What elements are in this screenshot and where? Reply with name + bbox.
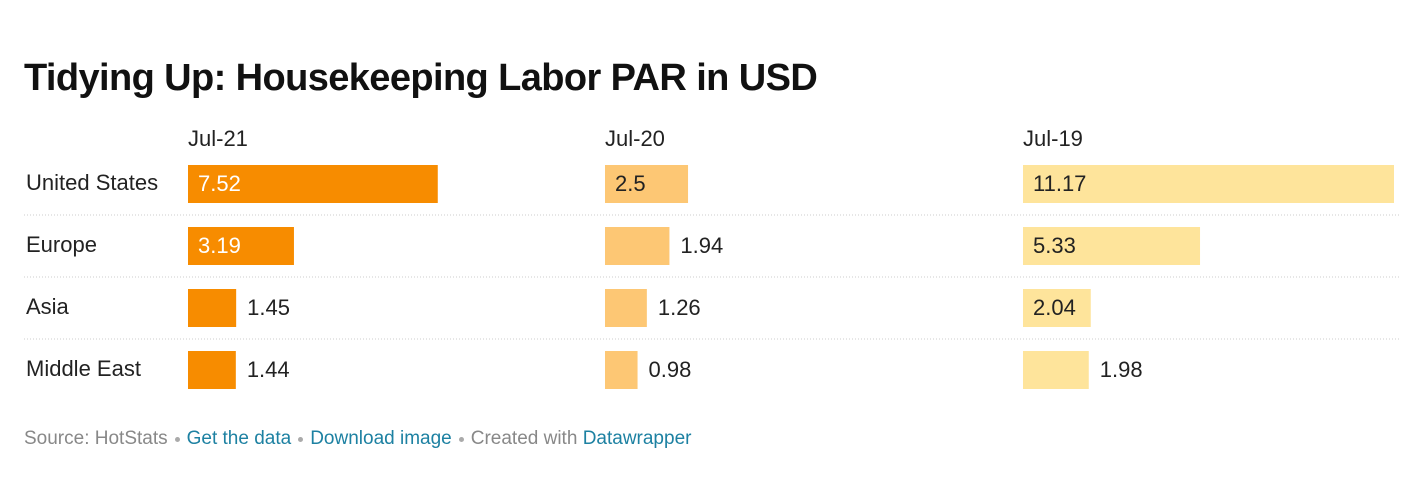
bar bbox=[605, 227, 670, 265]
value-label: 1.26 bbox=[658, 295, 701, 320]
series-header: Jul-21 bbox=[188, 126, 248, 151]
get-data-link[interactable]: Get the data bbox=[186, 428, 292, 449]
category-label: Middle East bbox=[26, 356, 141, 381]
value-label: 11.17 bbox=[1033, 171, 1086, 196]
bar bbox=[188, 165, 438, 203]
bar bbox=[605, 351, 638, 389]
bar bbox=[188, 351, 236, 389]
series-header: Jul-19 bbox=[1023, 126, 1083, 151]
separator bbox=[174, 436, 180, 442]
bar bbox=[605, 165, 689, 203]
value-label: 3.19 bbox=[198, 233, 241, 258]
category-label: Asia bbox=[26, 294, 70, 319]
value-label: 1.44 bbox=[247, 357, 290, 382]
value-label: 1.98 bbox=[1100, 357, 1143, 382]
series-header: Jul-20 bbox=[605, 126, 665, 151]
tool-link[interactable]: Datawrapper bbox=[582, 428, 692, 449]
value-label: 5.33 bbox=[1033, 233, 1076, 258]
separator bbox=[458, 436, 464, 442]
bar bbox=[1023, 227, 1201, 265]
bar bbox=[1023, 351, 1089, 389]
bar bbox=[605, 289, 647, 327]
value-label: 1.94 bbox=[680, 233, 723, 258]
value-label: 0.98 bbox=[649, 357, 692, 382]
separator bbox=[298, 436, 304, 442]
created-with: Created with bbox=[470, 428, 578, 449]
value-label: 2.04 bbox=[1033, 295, 1076, 320]
source: Source: HotStats bbox=[24, 428, 168, 449]
footer: Source: HotStats Get the data Download i… bbox=[24, 428, 691, 450]
bar bbox=[188, 227, 294, 265]
chart-title: Tidying Up: Housekeeping Labor PAR in US… bbox=[24, 57, 817, 99]
bar bbox=[1023, 289, 1091, 327]
download-link[interactable]: Download image bbox=[310, 428, 452, 449]
bar bbox=[188, 289, 237, 327]
value-label: 1.45 bbox=[247, 295, 290, 320]
category-label: United States bbox=[26, 170, 158, 195]
category-label: Europe bbox=[26, 232, 97, 257]
chart: Tidying Up: Housekeeping Labor PAR in US… bbox=[24, 57, 1400, 389]
bar bbox=[1023, 165, 1394, 203]
value-label: 7.52 bbox=[198, 171, 241, 196]
value-label: 2.5 bbox=[615, 171, 646, 196]
